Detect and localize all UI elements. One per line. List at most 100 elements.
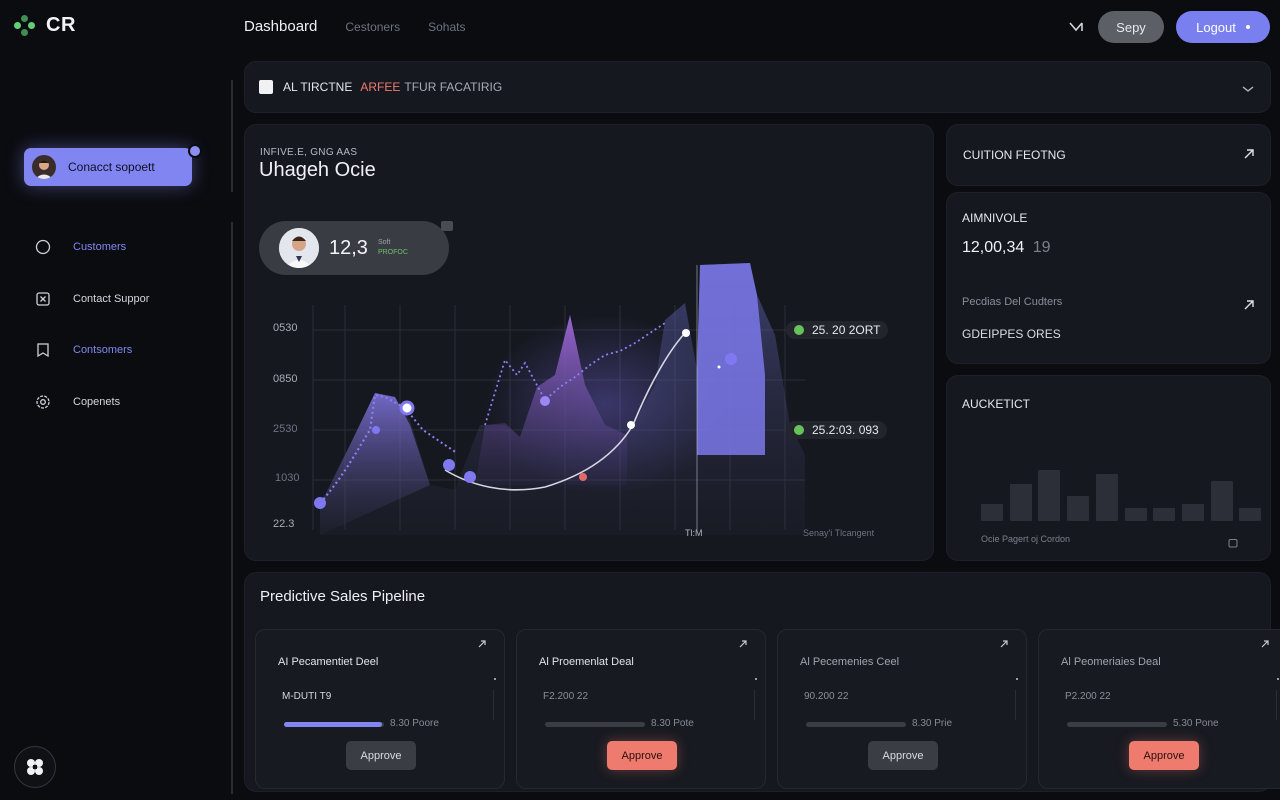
logout-button[interactable]: Logout: [1176, 11, 1270, 43]
approve-button[interactable]: Approve: [1129, 741, 1199, 770]
deal-card[interactable]: Al Proemenlat Deal F2.200 22 8.30 Pote A…: [516, 629, 766, 789]
circle-icon: [35, 239, 51, 255]
deal-progress-bar: [284, 722, 384, 727]
bookmark-icon: [35, 342, 51, 358]
mini-bar-chart: [981, 436, 1262, 521]
mini-bar: [1067, 495, 1090, 521]
y-axis-label: 1030: [275, 472, 300, 484]
approve-button[interactable]: Approve: [346, 741, 416, 770]
nav-customers[interactable]: Cestoners: [345, 19, 401, 34]
sales-pipeline-panel: Predictive Sales Pipeline AI Pecamentiet…: [244, 572, 1280, 792]
deal-progress-bar: [1067, 722, 1167, 727]
gear-icon: [35, 394, 51, 410]
sidebar-item-label: Customers: [73, 241, 127, 253]
data-tag[interactable]: 25. 20 2ORT: [786, 321, 889, 339]
app-switcher-button[interactable]: [14, 746, 56, 788]
card-divider: [1015, 690, 1016, 720]
mini-bar: [1124, 508, 1147, 521]
summary-pill[interactable]: 12,3 Soft PROFOC: [259, 221, 453, 275]
mini-bar: [1239, 508, 1262, 521]
deal-percent: 8.30 Poore: [390, 718, 439, 729]
alert-highlight: ARFEE: [360, 80, 401, 94]
brand-logo[interactable]: CR: [14, 14, 76, 37]
deal-card[interactable]: Al Pecemenies Ceel 90.200 22 8.30 Prie A…: [777, 629, 1027, 789]
card-label: GDEIPPES ORES: [962, 327, 1061, 341]
arrow-up-right-icon[interactable]: [1261, 640, 1269, 651]
approve-button[interactable]: Approve: [607, 741, 677, 770]
chevron-down-icon[interactable]: [1242, 82, 1254, 96]
support-icon: [35, 291, 51, 307]
tick-mark: [755, 678, 757, 680]
data-tag[interactable]: 25.2:03. 093: [786, 421, 887, 439]
sidebar-divider: [231, 80, 233, 192]
data-tag-label: 25. 20 2ORT: [812, 323, 881, 337]
deal-value: 90.200 22: [804, 691, 849, 702]
card-value-main: 12,00,34: [962, 239, 1025, 256]
chart-subtitle: INFIVE.E, GNG AAS: [260, 147, 358, 158]
top-actions: Sepy Logout: [1066, 11, 1270, 43]
tick-mark: [1016, 678, 1018, 680]
x-axis-label: Senay'i Tlcangent: [803, 528, 875, 538]
arrow-up-right-icon[interactable]: [739, 640, 747, 651]
arrow-up-right-icon[interactable]: [1244, 297, 1254, 315]
deal-title: AI Pecamentiet Deel: [278, 656, 379, 668]
alert-checkbox[interactable]: [259, 80, 273, 94]
contact-support-button[interactable]: Conacct sopoett: [24, 144, 202, 186]
notification-dot-icon: [188, 144, 202, 158]
arrow-up-right-icon[interactable]: [1244, 148, 1254, 162]
sidebar-item-customers[interactable]: Customers: [35, 239, 126, 255]
aucketict-card: AUCKETICT Ocie Pagert oj Cordon: [946, 375, 1271, 561]
sepy-button[interactable]: Sepy: [1098, 11, 1164, 43]
deal-card[interactable]: AI Pecamentiet Deel M-DUTI T9 8.30 Poore…: [255, 629, 505, 789]
card-divider: [1276, 690, 1277, 720]
deal-value: M-DUTI T9: [282, 691, 332, 702]
card-title: AIMNIVOLE: [962, 211, 1028, 225]
mail-icon[interactable]: [1066, 17, 1086, 37]
sidebar-divider-lower: [231, 222, 233, 794]
arrow-up-right-icon[interactable]: [1000, 640, 1008, 651]
deal-percent: 8.30 Pote: [651, 718, 694, 729]
mini-bar: [1210, 481, 1233, 521]
calendar-icon[interactable]: [1228, 535, 1238, 553]
mini-bar: [1038, 470, 1061, 521]
mini-bar: [1095, 474, 1118, 521]
data-tag-label: 25.2:03. 093: [812, 423, 879, 437]
deal-percent: 5.30 Pone: [1173, 718, 1219, 729]
cuition-feotng-card[interactable]: CUITION FEOTNG: [946, 124, 1271, 186]
nav-dashboard[interactable]: Dashboard: [244, 18, 318, 35]
sidebar-item-copenets[interactable]: Copenets: [35, 394, 120, 410]
card-subtitle: Pecdias Del Cudters: [962, 296, 1063, 308]
summary-label-bottom: PROFOC: [377, 249, 408, 256]
card-divider: [754, 690, 755, 720]
card-title: CUITION FEOTNG: [963, 148, 1066, 162]
area-chart: [312, 263, 805, 535]
nav-reports[interactable]: Sohats: [428, 19, 466, 34]
contact-support-label: Conacct sopoett: [68, 160, 155, 174]
approve-button[interactable]: Approve: [868, 741, 938, 770]
pipeline-title: Predictive Sales Pipeline: [260, 588, 426, 605]
expand-icon[interactable]: [441, 221, 453, 231]
sidebar-item-contsomers[interactable]: Contsomers: [35, 342, 132, 358]
green-dot-icon: [794, 325, 804, 335]
grid-icon: [27, 759, 43, 775]
deal-card[interactable]: Al Peomeriaies Deal P2.200 22 5.30 Pone …: [1038, 629, 1280, 789]
mini-bar: [1181, 504, 1204, 521]
mini-bar: [1009, 484, 1032, 521]
y-axis-label: 0530: [273, 322, 298, 334]
usage-chart-panel: INFIVE.E, GNG AAS Uhageh Ocie 12,3 Soft …: [244, 124, 934, 561]
x-axis-label: Tl:M: [685, 528, 703, 538]
summary-label-top: Soft: [377, 239, 391, 246]
mini-bar: [981, 504, 1003, 521]
tick-mark: [494, 678, 496, 680]
aimnivole-card: AIMNIVOLE 12,00,34 19 Pecdias Del Cudter…: [946, 192, 1271, 364]
logo-text: CR: [46, 14, 76, 36]
mini-bar: [1153, 508, 1176, 521]
sidebar-item-contact-support[interactable]: Contact Suppor: [35, 291, 149, 307]
arrow-up-right-icon[interactable]: [478, 640, 486, 651]
logout-label: Logout: [1196, 19, 1236, 35]
logout-dot-icon: [1245, 25, 1250, 29]
avatar: [279, 228, 319, 268]
deal-progress-bar: [545, 722, 645, 727]
alert-suffix: TFUR FACATIRIG: [404, 80, 503, 94]
alert-prefix: AL TIRCTNE: [283, 80, 353, 94]
